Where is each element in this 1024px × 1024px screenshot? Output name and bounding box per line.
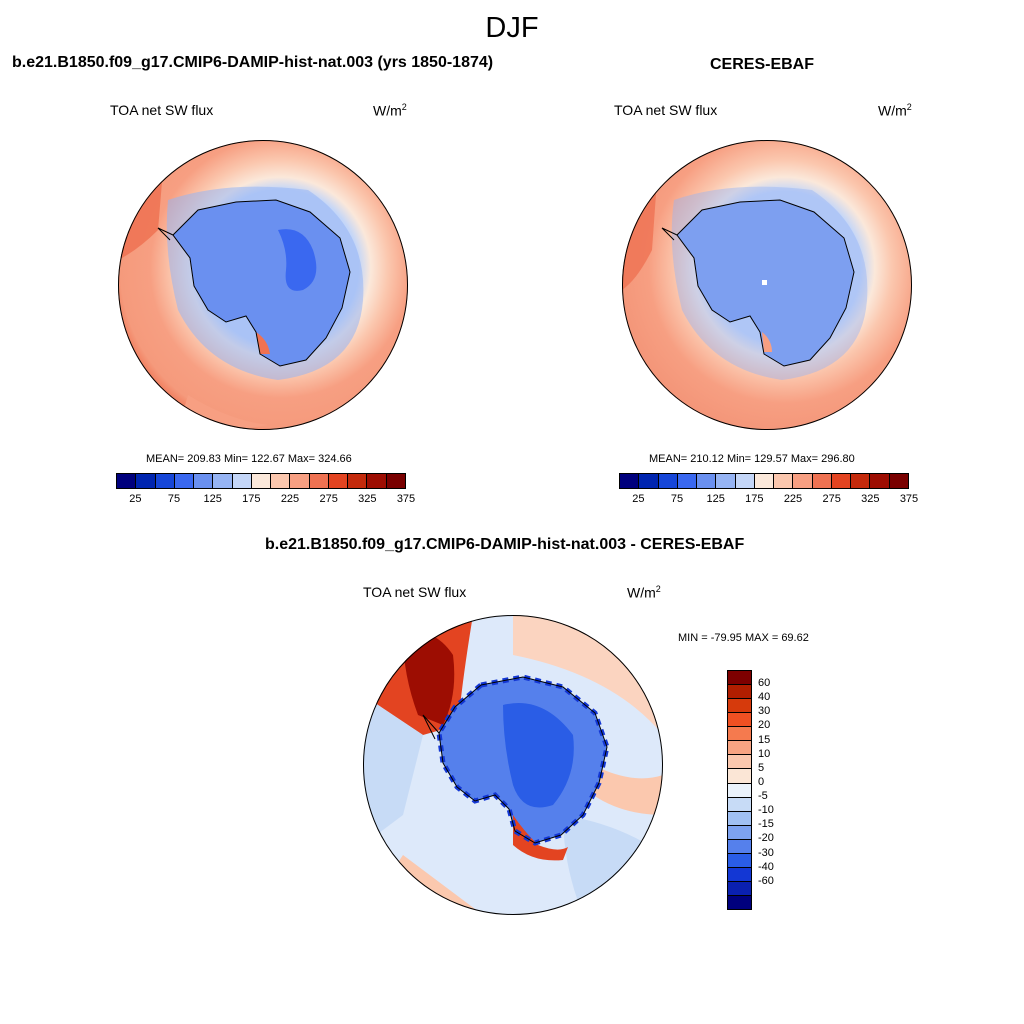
colorbar-swatch (728, 727, 751, 742)
colorbar-swatch (328, 474, 349, 488)
colorbar-tick-label: 75 (670, 493, 684, 505)
model-units-label: W/m2 (373, 102, 407, 119)
colorbar-swatch (728, 853, 751, 868)
colorbar-swatch (754, 474, 775, 488)
obs-polar-map (622, 140, 912, 430)
colorbar-swatch (870, 474, 890, 488)
colorbar-swatch (213, 474, 233, 488)
colorbar-swatch (735, 474, 755, 488)
colorbar-swatch (728, 741, 751, 756)
colorbar-swatch (677, 474, 698, 488)
colorbar-swatch (728, 713, 751, 728)
colorbar-swatch (728, 783, 751, 798)
colorbar-swatch (348, 474, 368, 488)
colorbar-tick-label: 125 (203, 493, 222, 505)
colorbar-swatch (728, 881, 751, 896)
colorbar-swatch (194, 474, 214, 488)
colorbar-tick-label: 325 (358, 493, 377, 505)
colorbar-tick-label: 175 (242, 493, 261, 505)
colorbar-swatch (271, 474, 291, 488)
colorbar-tick-label: 0 (758, 775, 765, 788)
colorbar-swatch (728, 811, 751, 826)
colorbar-swatch (728, 797, 751, 812)
obs-variable-label: TOA net SW flux (614, 102, 718, 118)
colorbar-swatch (367, 474, 387, 488)
colorbar-swatch (728, 699, 751, 714)
colorbar-swatch (386, 474, 405, 488)
diff-polar-map (363, 615, 663, 915)
colorbar-swatch (728, 671, 751, 686)
obs-panel-title: CERES-EBAF (710, 56, 815, 73)
colorbar-swatch (831, 474, 852, 488)
model-polar-map (118, 140, 408, 430)
obs-colorbar (619, 473, 909, 489)
colorbar-tick-label: -40 (758, 860, 774, 873)
model-panel-title: b.e21.B1850.f09_g17.CMIP6-DAMIP-hist-nat… (12, 54, 494, 71)
colorbar-tick-label: -10 (758, 804, 774, 817)
colorbar-tick-label: 175 (745, 493, 764, 505)
colorbar-swatch (136, 474, 156, 488)
diff-panel-title: b.e21.B1850.f09_g17.CMIP6-DAMIP-hist-nat… (265, 536, 745, 553)
diff-colorbar (727, 670, 752, 910)
colorbar-tick-label: 275 (822, 493, 841, 505)
colorbar-tick-label: 10 (758, 747, 771, 760)
colorbar-swatch (658, 474, 678, 488)
colorbar-tick-label: 325 (861, 493, 880, 505)
colorbar-swatch (290, 474, 310, 488)
colorbar-swatch (728, 769, 751, 784)
colorbar-swatch (728, 755, 751, 770)
obs-units-label: W/m2 (878, 102, 912, 119)
colorbar-tick-label: 75 (167, 493, 181, 505)
colorbar-tick-label: 5 (758, 761, 765, 774)
colorbar-tick-label: 375 (899, 493, 919, 505)
colorbar-swatch (716, 474, 736, 488)
colorbar-swatch (117, 474, 137, 488)
colorbar-tick-label: 225 (783, 493, 803, 505)
colorbar-tick-label: 25 (632, 493, 645, 505)
colorbar-swatch (251, 474, 272, 488)
colorbar-tick-label: 20 (758, 719, 771, 732)
colorbar-swatch (889, 474, 908, 488)
colorbar-tick-label: 30 (758, 705, 771, 718)
colorbar-swatch (851, 474, 871, 488)
diff-variable-label: TOA net SW flux (363, 584, 467, 600)
colorbar-swatch (232, 474, 252, 488)
diff-units-label: W/m2 (627, 584, 661, 601)
colorbar-swatch (639, 474, 659, 488)
colorbar-tick-label: 25 (129, 493, 142, 505)
obs-stats: MEAN= 210.12 Min= 129.57 Max= 296.80 (649, 453, 855, 465)
colorbar-swatch (774, 474, 794, 488)
colorbar-tick-label: 60 (758, 677, 771, 690)
model-stats: MEAN= 209.83 Min= 122.67 Max= 324.66 (146, 453, 352, 465)
colorbar-swatch (728, 867, 751, 882)
colorbar-swatch (728, 896, 751, 910)
colorbar-swatch (728, 825, 751, 840)
colorbar-tick-label: -20 (758, 832, 774, 845)
colorbar-tick-label: 40 (758, 691, 771, 704)
model-variable-label: TOA net SW flux (110, 102, 214, 118)
colorbar-tick-label: -30 (758, 846, 774, 859)
colorbar-swatch (174, 474, 195, 488)
colorbar-swatch (155, 474, 175, 488)
colorbar-swatch (793, 474, 813, 488)
colorbar-swatch (309, 474, 329, 488)
colorbar-tick-label: 225 (280, 493, 300, 505)
colorbar-tick-label: 125 (706, 493, 725, 505)
colorbar-tick-label: 15 (758, 733, 771, 746)
colorbar-tick-label: -60 (758, 874, 774, 887)
colorbar-tick-label: -15 (758, 818, 774, 831)
colorbar-swatch (812, 474, 832, 488)
colorbar-tick-label: 275 (319, 493, 338, 505)
season-title: DJF (485, 12, 539, 44)
colorbar-tick-label: -5 (758, 790, 768, 803)
colorbar-swatch (728, 839, 751, 854)
colorbar-tick-label: 375 (396, 493, 416, 505)
colorbar-swatch (728, 685, 751, 700)
model-colorbar (116, 473, 406, 489)
diff-stats: MIN = -79.95 MAX = 69.62 (678, 632, 809, 644)
colorbar-swatch (620, 474, 640, 488)
colorbar-swatch (697, 474, 717, 488)
